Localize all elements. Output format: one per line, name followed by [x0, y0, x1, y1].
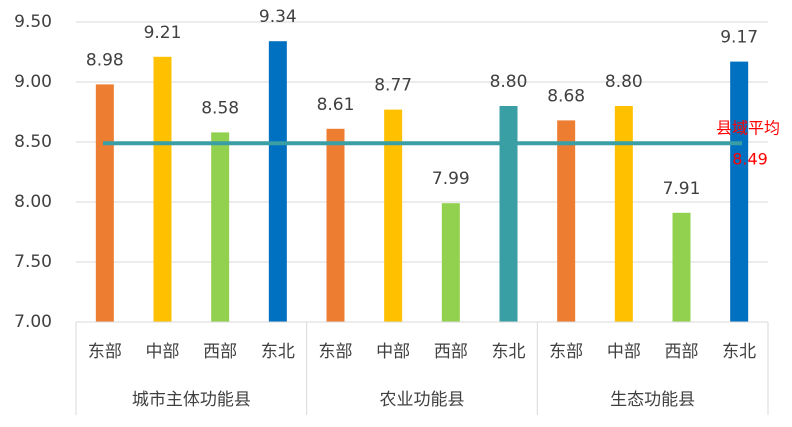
reference-value: 8.49: [732, 150, 768, 169]
x-tick-label: 东部: [88, 342, 122, 362]
y-tick-label: 8.50: [14, 132, 52, 152]
bar: [614, 106, 633, 322]
bar: [326, 128, 345, 322]
x-tick-label: 东北: [722, 342, 756, 362]
y-tick-label: 9.50: [14, 12, 52, 32]
x-tick-label: 东部: [319, 342, 353, 362]
group-label: 农业功能县: [380, 390, 465, 410]
bar: [672, 212, 691, 322]
x-tick-label: 中部: [376, 342, 410, 362]
bar: [384, 109, 403, 322]
value-label: 8.80: [490, 72, 528, 92]
bar: [557, 120, 576, 323]
bar: [211, 132, 230, 322]
bar: [730, 61, 749, 322]
value-label: 8.58: [201, 98, 239, 118]
value-label: 7.99: [432, 169, 470, 189]
x-tick-label: 中部: [146, 342, 180, 362]
group-label: 生态功能县: [610, 390, 695, 410]
x-tick-label: 东北: [492, 342, 526, 362]
bar: [95, 84, 114, 323]
bar: [268, 41, 287, 322]
x-tick-label: 西部: [203, 342, 237, 362]
value-label: 9.17: [720, 28, 758, 48]
value-label: 8.98: [86, 50, 124, 70]
x-tick-label: 东北: [261, 342, 295, 362]
x-tick-label: 西部: [665, 342, 699, 362]
value-label: 7.91: [663, 179, 701, 199]
value-label: 9.34: [259, 7, 297, 27]
value-label: 8.80: [605, 72, 643, 92]
value-label: 9.21: [144, 23, 182, 43]
y-tick-label: 9.00: [14, 72, 52, 92]
reference-label: 县域平均: [716, 119, 780, 138]
y-tick-label: 7.50: [14, 252, 52, 272]
value-label: 8.77: [374, 76, 412, 96]
value-label: 8.61: [317, 95, 355, 115]
y-tick-label: 8.00: [14, 192, 52, 212]
bar: [153, 56, 172, 323]
group-label: 城市主体功能县: [132, 390, 251, 410]
x-tick-label: 中部: [607, 342, 641, 362]
x-tick-label: 西部: [434, 342, 468, 362]
y-tick-label: 7.00: [14, 312, 52, 332]
bar: [499, 106, 518, 322]
value-label: 8.68: [547, 86, 585, 106]
bar: [441, 203, 460, 322]
x-tick-label: 东部: [549, 342, 583, 362]
